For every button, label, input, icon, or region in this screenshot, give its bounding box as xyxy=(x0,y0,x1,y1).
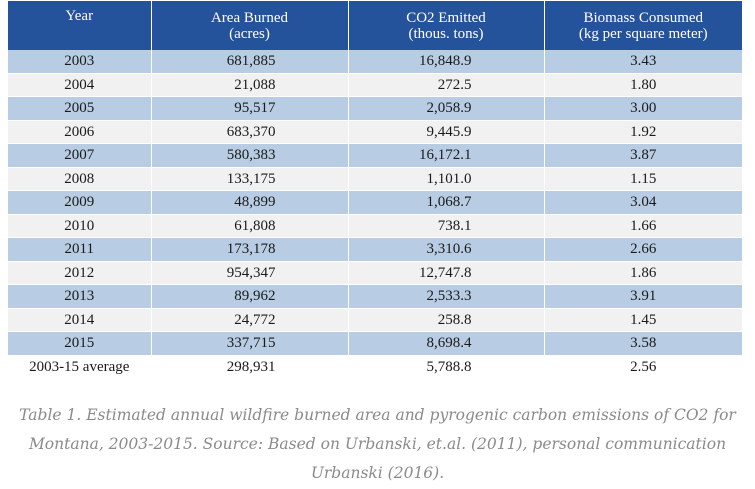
header-year-label: Year xyxy=(65,8,94,24)
cell-year: 2005 xyxy=(8,96,152,121)
table-row: 2014 24,772 258.8 1.45 xyxy=(8,308,742,332)
table-row: 2009 48,899 1,068.7 3.04 xyxy=(8,190,742,215)
cell-year: 2012 xyxy=(8,261,152,285)
cell-area: 580,383 xyxy=(151,143,349,168)
table-row: 2006 683,370 9,445.9 1.92 xyxy=(8,120,742,144)
cell-co2-average: 5,788.8 xyxy=(348,355,545,379)
caption-line-3: Urbanski (2016). xyxy=(310,464,445,482)
cell-biomass: 1.80 xyxy=(544,73,742,97)
cell-area: 21,088 xyxy=(151,73,349,97)
table-row: 2005 95,517 2,058.9 3.00 xyxy=(8,96,742,121)
cell-area: 48,899 xyxy=(151,190,349,215)
cell-year: 2015 xyxy=(8,331,152,356)
cell-biomass: 1.86 xyxy=(544,261,742,285)
cell-biomass: 1.15 xyxy=(544,167,742,191)
header-biomass-unit: (kg per square meter) xyxy=(578,25,708,42)
cell-year: 2014 xyxy=(8,308,152,332)
cell-area: 133,175 xyxy=(151,167,349,191)
cell-co2: 1,101.0 xyxy=(348,167,545,191)
wildfire-table-container: Year Area Burned (acres) CO2 Emitted (th… xyxy=(8,1,742,379)
cell-co2: 12,747.8 xyxy=(348,261,545,285)
caption-line-1: Table 1. Estimated annual wildfire burne… xyxy=(19,406,736,424)
table-row: 2011 173,178 3,310.6 2.66 xyxy=(8,237,742,262)
table-body: 2003 681,885 16,848.9 3.43 2004 21,088 2… xyxy=(8,50,742,379)
header-area-burned: Area Burned (acres) xyxy=(151,1,349,50)
cell-biomass: 3.91 xyxy=(544,284,742,309)
cell-co2: 258.8 xyxy=(348,308,545,332)
header-area-label: Area Burned xyxy=(210,9,289,26)
header-biomass-consumed: Biomass Consumed (kg per square meter) xyxy=(544,1,742,50)
cell-biomass: 2.66 xyxy=(544,237,742,262)
table-row: 2012 954,347 12,747.8 1.86 xyxy=(8,261,742,285)
cell-biomass: 1.45 xyxy=(544,308,742,332)
header-co2-unit: (thous. tons) xyxy=(408,25,484,42)
header-co2-emitted: CO2 Emitted (thous. tons) xyxy=(348,1,545,50)
cell-biomass: 3.43 xyxy=(544,50,742,74)
header-biomass-label: Biomass Consumed xyxy=(583,9,704,26)
cell-co2: 3,310.6 xyxy=(348,237,545,262)
table-row: 2010 61,808 738.1 1.66 xyxy=(8,214,742,238)
table-row: 2015 337,715 8,698.4 3.58 xyxy=(8,331,742,356)
table-row: 2008 133,175 1,101.0 1.15 xyxy=(8,167,742,191)
cell-year: 2007 xyxy=(8,143,152,168)
cell-biomass-average: 2.56 xyxy=(544,355,742,379)
cell-biomass: 1.92 xyxy=(544,120,742,144)
cell-co2: 2,058.9 xyxy=(348,96,545,121)
cell-area: 337,715 xyxy=(151,331,349,356)
cell-co2: 16,172.1 xyxy=(348,143,545,168)
cell-co2: 1,068.7 xyxy=(348,190,545,215)
caption-line-2: Montana, 2003-2015. Source: Based on Urb… xyxy=(28,435,727,453)
wildfire-table: Year Area Burned (acres) CO2 Emitted (th… xyxy=(8,1,742,379)
cell-year: 2003 xyxy=(8,50,152,74)
header-area-unit: (acres) xyxy=(229,25,270,42)
cell-area: 173,178 xyxy=(151,237,349,262)
table-row: 2004 21,088 272.5 1.80 xyxy=(8,73,742,97)
cell-biomass: 3.87 xyxy=(544,143,742,168)
cell-area: 95,517 xyxy=(151,96,349,121)
cell-co2: 16,848.9 xyxy=(348,50,545,74)
table-caption: Table 1. Estimated annual wildfire burne… xyxy=(0,401,755,488)
table-row: 2013 89,962 2,533.3 3.91 xyxy=(8,284,742,309)
cell-co2: 2,533.3 xyxy=(348,284,545,309)
cell-year: 2010 xyxy=(8,214,152,238)
header-year: Year xyxy=(8,1,152,50)
cell-area: 681,885 xyxy=(151,50,349,74)
cell-biomass: 3.58 xyxy=(544,331,742,356)
cell-co2: 9,445.9 xyxy=(348,120,545,144)
cell-year-average: 2003-15 average xyxy=(8,355,152,379)
cell-biomass: 3.04 xyxy=(544,190,742,215)
header-co2-label: CO2 Emitted xyxy=(406,9,486,26)
cell-area: 954,347 xyxy=(151,261,349,285)
cell-area: 61,808 xyxy=(151,214,349,238)
table-header: Year Area Burned (acres) CO2 Emitted (th… xyxy=(8,1,742,50)
cell-biomass: 3.00 xyxy=(544,96,742,121)
cell-year: 2011 xyxy=(8,237,152,262)
cell-year: 2004 xyxy=(8,73,152,97)
cell-year: 2008 xyxy=(8,167,152,191)
cell-area-average: 298,931 xyxy=(151,355,349,379)
table-row: 2007 580,383 16,172.1 3.87 xyxy=(8,143,742,168)
cell-area: 89,962 xyxy=(151,284,349,309)
cell-biomass: 1.66 xyxy=(544,214,742,238)
cell-co2: 272.5 xyxy=(348,73,545,97)
cell-area: 683,370 xyxy=(151,120,349,144)
cell-year: 2009 xyxy=(8,190,152,215)
cell-co2: 738.1 xyxy=(348,214,545,238)
average-row: 2003-15 average 298,931 5,788.8 2.56 xyxy=(8,355,742,379)
header-row: Year Area Burned (acres) CO2 Emitted (th… xyxy=(8,1,742,50)
cell-co2: 8,698.4 xyxy=(348,331,545,356)
cell-year: 2013 xyxy=(8,284,152,309)
cell-year: 2006 xyxy=(8,120,152,144)
table-row: 2003 681,885 16,848.9 3.43 xyxy=(8,50,742,74)
cell-area: 24,772 xyxy=(151,308,349,332)
